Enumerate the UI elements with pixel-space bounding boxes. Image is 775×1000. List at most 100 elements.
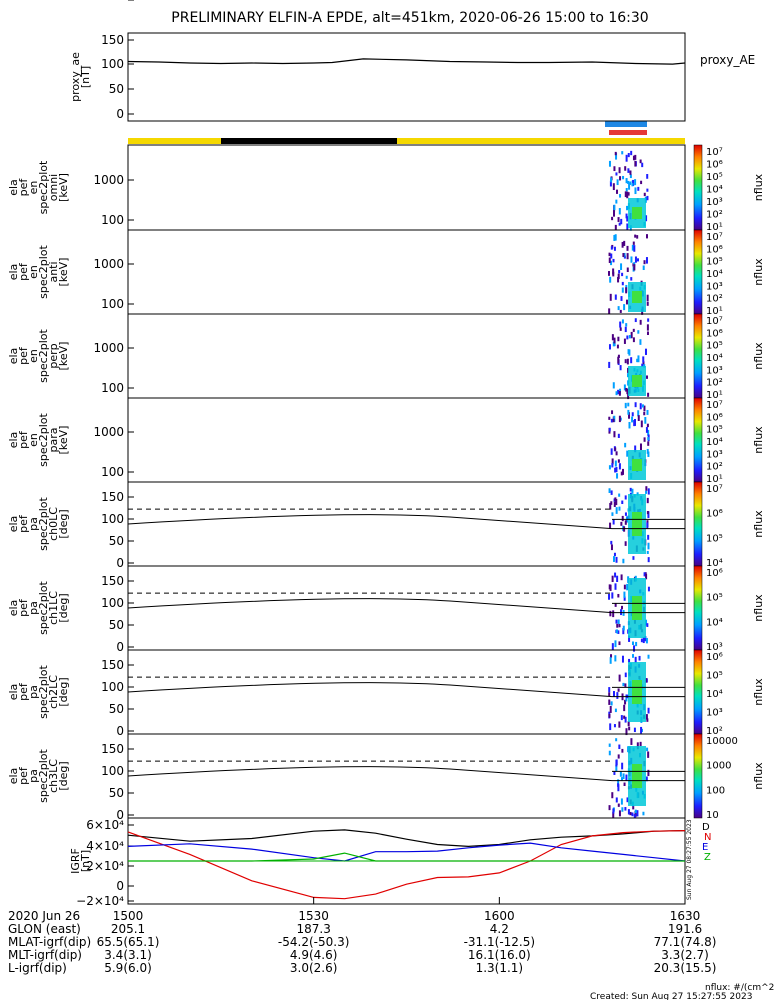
y-axis-label-line: spec2plot xyxy=(37,581,50,635)
colorbar-tick-label: 100 xyxy=(706,785,725,796)
y-axis-label-line: [nT] xyxy=(79,66,92,88)
spectrogram-pixel xyxy=(646,448,649,454)
spectrogram-pixel xyxy=(634,160,637,167)
spectrogram-pixel xyxy=(646,195,649,201)
spectrogram-pixel xyxy=(614,640,617,648)
spectrogram-pixel xyxy=(617,619,620,625)
spectrogram-pixel xyxy=(630,331,633,339)
colorbar xyxy=(693,733,703,819)
y-axis-label-line: ch1LC xyxy=(47,591,60,625)
vertical-timestamp: Sun Aug 27 08:27:55 2023 xyxy=(686,819,693,900)
spectrogram-pixel xyxy=(626,358,629,365)
spectrogram-pixel xyxy=(612,382,615,389)
spectrogram-pixel xyxy=(647,318,650,322)
spectrogram-pixel xyxy=(618,624,621,628)
spectrogram-pixel xyxy=(623,591,626,598)
spectrogram-pixel xyxy=(617,783,620,787)
y-axis-label-line: ch2LC xyxy=(47,675,60,709)
panel-frame xyxy=(127,32,686,122)
spectrogram-pixel xyxy=(637,330,640,334)
y-tick-label: 100 xyxy=(101,465,124,479)
spectrogram-pixel xyxy=(608,687,611,693)
y-tick-label: 4×10⁴ xyxy=(86,839,124,853)
spectrogram-pixel xyxy=(647,542,650,550)
spectrogram-pixel xyxy=(646,294,649,302)
spectrogram-pixel xyxy=(631,182,634,187)
y-tick-label: 50 xyxy=(109,702,124,716)
spectrogram-pixel xyxy=(628,334,631,339)
spectrogram-pixel xyxy=(625,698,628,702)
spectrogram-pixel xyxy=(611,463,614,468)
units-note: nflux: #/(cm^2 s sr MeV) xyxy=(705,983,775,993)
spectrogram-pixel xyxy=(611,216,614,221)
spectrogram-pixel xyxy=(620,263,623,270)
spectrogram-pixel xyxy=(645,573,648,580)
x-annotation-value: 3.3(2.7) xyxy=(661,948,709,962)
spectrogram-pixel xyxy=(645,678,648,683)
spectrogram-pixel xyxy=(623,715,626,719)
spectrogram-pixel xyxy=(631,416,634,423)
spectrogram-pixel xyxy=(617,276,620,283)
spectrogram-pixel xyxy=(646,718,649,722)
y-axis-label-line: spec2plot xyxy=(37,329,50,383)
spectrogram-pixel xyxy=(621,605,624,610)
spectrogram-pixel xyxy=(625,387,628,392)
spectrogram-pixel xyxy=(623,596,626,601)
spectrogram-pixel xyxy=(627,721,630,727)
spectrogram-pixel xyxy=(622,682,625,687)
spectrogram-pixel xyxy=(609,180,612,187)
spectrogram-pixel xyxy=(611,643,614,650)
spectrogram-pixel xyxy=(639,319,642,325)
chart-title: PRELIMINARY ELFIN-A EPDE, alt=451km, 202… xyxy=(171,10,648,26)
spectrogram-pixel xyxy=(631,244,634,251)
spectrogram-pixel xyxy=(624,495,627,500)
spectrogram-pixel xyxy=(615,629,618,634)
flux-enhancement-peak xyxy=(632,512,642,536)
spectrogram-pixel xyxy=(622,558,625,564)
spectrogram-pixel xyxy=(617,389,620,395)
spectrogram-pixel xyxy=(628,635,631,642)
spectrogram-pixel xyxy=(627,192,630,196)
spectrogram-pixel xyxy=(621,151,624,155)
spectrogram-pixel xyxy=(643,260,646,265)
spectrogram-pixel xyxy=(613,337,616,344)
loss-cone-line xyxy=(127,514,685,530)
spectrogram-pixel xyxy=(610,260,613,266)
spectrogram-pixel xyxy=(608,271,611,276)
y-axis-label-line: [deg] xyxy=(57,677,70,706)
spectrogram-pixel xyxy=(626,450,629,457)
spectrogram-pixel xyxy=(615,797,618,803)
spectrogram-pixel xyxy=(645,619,648,626)
x-annotation-row-label: GLON (east) xyxy=(8,922,81,936)
spectrogram-pixel xyxy=(639,159,642,164)
spectrogram-pixel xyxy=(633,813,636,818)
spectrogram-pixel xyxy=(613,552,616,557)
spectrogram-pixel xyxy=(628,658,631,663)
y-tick-label: 150 xyxy=(101,742,124,756)
colorbar-tick-label: 10⁵ xyxy=(706,593,723,604)
y-axis-label-line: ela xyxy=(7,179,20,196)
spectrogram-pixel xyxy=(624,672,627,678)
spectrogram-pixel xyxy=(613,210,616,217)
spectrogram-pixel xyxy=(627,153,630,158)
colorbar-tick-label: 10⁴ xyxy=(706,437,723,448)
spectrogram-pixel xyxy=(614,467,617,473)
spectrogram-pixel xyxy=(645,234,648,239)
spectrogram-pixel xyxy=(619,771,622,777)
spectrogram-pixel xyxy=(624,716,627,723)
spectrogram-pixel xyxy=(643,437,646,442)
spectrogram-pixel xyxy=(617,803,620,807)
spectrogram-pixel xyxy=(620,609,623,616)
panels: proxy_ae[nT]150100500proxy_AEelapefenspe… xyxy=(7,0,765,908)
spectrogram-pixel xyxy=(608,699,611,705)
spectrogram-pixel xyxy=(608,692,611,697)
colorbar-tick-label: 10 xyxy=(706,810,719,821)
spectrogram-pixel xyxy=(634,234,637,238)
spectrogram-pixel xyxy=(630,256,633,263)
spectrogram-pixel xyxy=(621,748,624,753)
spectrogram-pixel xyxy=(621,515,624,522)
spectrogram-pixel xyxy=(612,610,615,618)
colorbar-tick-label: 10⁶ xyxy=(706,509,723,520)
spectrogram-pixel xyxy=(617,459,620,463)
